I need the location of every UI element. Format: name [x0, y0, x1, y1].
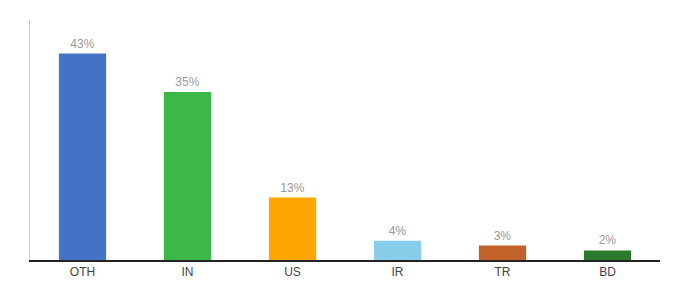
svg-text:2%: 2% [599, 233, 617, 247]
svg-text:IR: IR [392, 265, 404, 279]
svg-text:US: US [284, 265, 301, 279]
svg-text:TR: TR [495, 265, 511, 279]
svg-text:13%: 13% [280, 181, 304, 195]
svg-text:IN: IN [182, 265, 194, 279]
svg-text:BD: BD [599, 265, 616, 279]
svg-text:3%: 3% [494, 229, 512, 243]
svg-text:4%: 4% [389, 224, 407, 238]
svg-text:43%: 43% [70, 37, 94, 51]
svg-text:OTH: OTH [70, 265, 95, 279]
svg-text:35%: 35% [175, 75, 199, 89]
